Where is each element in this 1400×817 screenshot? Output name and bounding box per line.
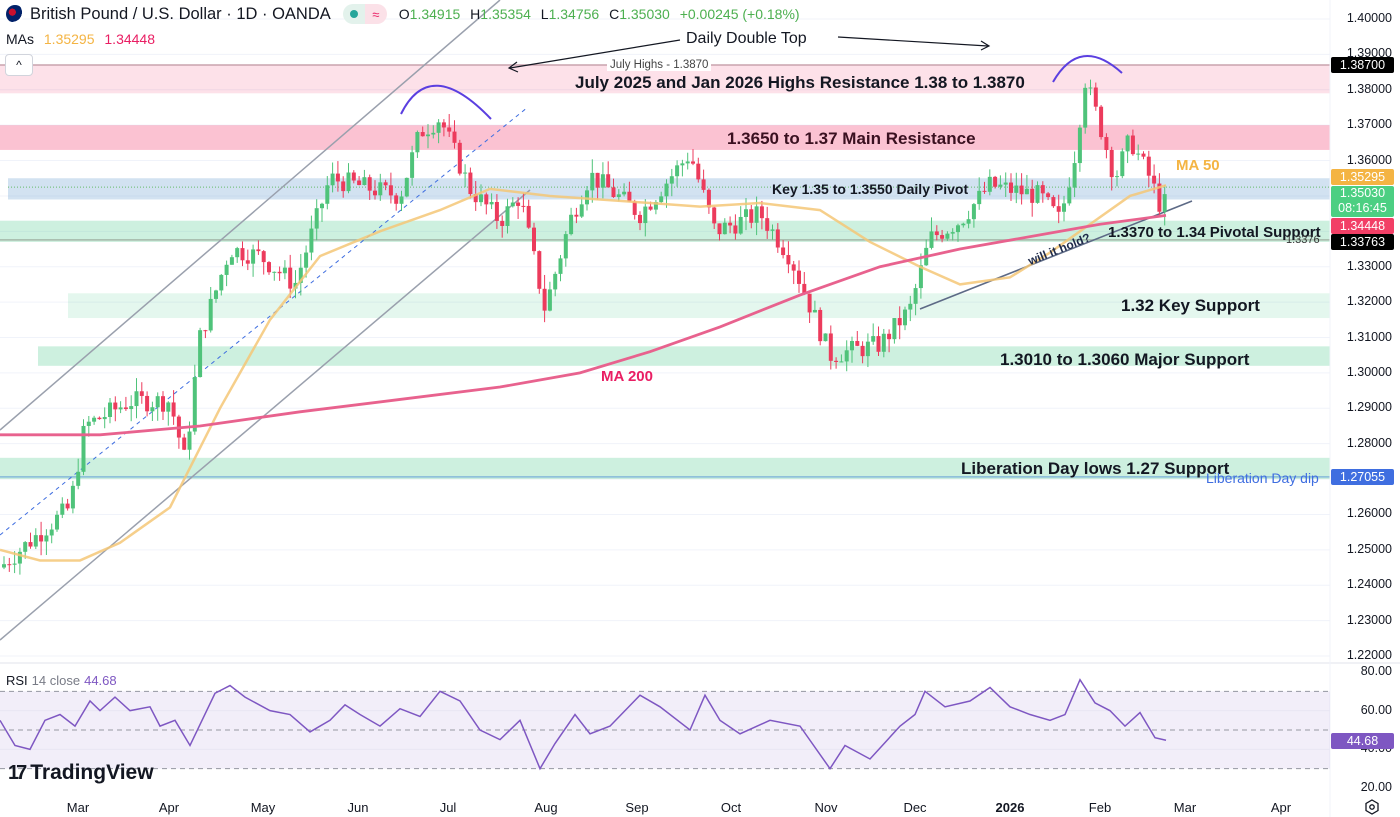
market-status-pill[interactable]: ≈: [342, 4, 387, 24]
rsi-tick: 60.00: [1360, 702, 1392, 717]
mas-label: MAs: [6, 31, 34, 47]
annotation-key-support[interactable]: 1.32 Key Support: [1121, 296, 1260, 315]
time-tick: May: [250, 800, 276, 815]
rsi-params: 14 close: [31, 673, 81, 688]
price-tick: 1.38000: [1346, 81, 1392, 96]
price-tick: 1.39000: [1346, 46, 1392, 61]
ma-legend[interactable]: MAs 1.35295 1.34448: [6, 31, 155, 47]
tradingview-logo[interactable]: 17 TradingView: [8, 761, 154, 785]
time-tick: Feb: [1088, 800, 1112, 815]
time-tick: Jul: [439, 800, 457, 815]
time-tick: Dec: [903, 800, 927, 815]
high-label: H: [470, 6, 481, 22]
rsi-tick: 20.00: [1360, 779, 1392, 794]
high-value: 1.35354: [480, 6, 531, 22]
price-tick: 1.31000: [1346, 329, 1392, 344]
annotation-major-support[interactable]: 1.3010 to 1.3060 Major Support: [1000, 350, 1250, 369]
close-label: C: [609, 6, 620, 22]
bar-countdown: 08:16:45: [1338, 201, 1387, 215]
price-tick: 1.24000: [1346, 577, 1392, 592]
time-tick: Apr: [158, 800, 180, 815]
annotation-july-highs[interactable]: July Highs - 1.3870: [607, 59, 712, 71]
time-tick: Apr: [1270, 800, 1292, 815]
logo-text: TradingView: [30, 761, 154, 784]
market-open-dot-icon: [342, 4, 365, 24]
rsi-tick: 80.00: [1360, 664, 1392, 678]
time-tick: Nov: [814, 800, 838, 815]
annotation-level-13376: 1.3376: [1286, 234, 1320, 246]
zone-support: [0, 457, 1330, 480]
open-value: 1.34915: [409, 6, 461, 22]
price-tick: 1.29000: [1346, 400, 1392, 415]
rsi-label: RSI: [6, 673, 28, 688]
price-tag-last: 1.35030 08:16:45: [1331, 186, 1394, 217]
price-tag-13870: 1.38700: [1331, 57, 1394, 73]
zone-support: [38, 346, 1330, 366]
price-tick: 1.22000: [1346, 648, 1392, 662]
time-tick: Sep: [625, 800, 649, 815]
time-tick: Mar: [1173, 800, 1197, 815]
zone-support: [68, 293, 1330, 319]
price-tag-libday: 1.27055: [1331, 469, 1394, 485]
chevron-up-icon: ^: [16, 58, 22, 72]
annotation-daily-double-top[interactable]: Daily Double Top: [686, 30, 807, 47]
settings-gear-icon[interactable]: [1364, 799, 1380, 815]
low-value: 1.34756: [548, 6, 600, 22]
price-tag-ma50: 1.35295: [1331, 169, 1394, 185]
open-label: O: [398, 6, 410, 22]
zone-resistance: [0, 125, 1330, 150]
ohlc-values: O1.34915 H1.35354 L1.34756 C1.35030 +0.0…: [399, 6, 806, 22]
annotation-liberation-dip[interactable]: Liberation Day dip: [1206, 470, 1319, 486]
rsi-value-tag: 44.68: [1331, 733, 1394, 749]
zone-support: [0, 220, 1330, 242]
close-value: 1.35030: [619, 6, 670, 22]
rsi-legend[interactable]: RSI 14 close 44.68: [6, 673, 117, 688]
annotation-resistance-top[interactable]: July 2025 and Jan 2026 Highs Resistance …: [575, 73, 1025, 92]
annotation-liberation-support[interactable]: Liberation Day lows 1.27 Support: [961, 459, 1230, 478]
low-label: L: [540, 6, 549, 22]
time-tick: 2026: [995, 800, 1025, 815]
time-tick: Mar: [66, 800, 90, 815]
price-tick: 1.37000: [1346, 117, 1392, 132]
ma50-value: 1.35295: [43, 31, 95, 47]
time-tick: Aug: [534, 800, 558, 815]
annotation-pivotal-support[interactable]: 1.3370 to 1.34 Pivotal Support: [1108, 224, 1321, 241]
collapse-legend-button[interactable]: ^: [5, 54, 33, 76]
price-tick: 1.32000: [1346, 294, 1392, 309]
symbol-header: British Pound / U.S. Dollar · 1D · OANDA…: [6, 4, 806, 24]
change-value: +0.00245 (+0.18%): [679, 6, 800, 22]
price-tick: 1.28000: [1346, 435, 1392, 450]
price-tick: 1.30000: [1346, 364, 1392, 379]
tradingview-mark-icon: 17: [8, 761, 27, 784]
price-tick: 1.23000: [1346, 612, 1392, 627]
last-price: 1.35030: [1339, 186, 1386, 200]
price-tag-ma200: 1.34448: [1331, 218, 1394, 234]
zone-pivot: [8, 178, 1330, 200]
price-tick: 1.33000: [1346, 258, 1392, 273]
rsi-value: 44.68: [84, 673, 117, 688]
annotation-main-resistance[interactable]: 1.3650 to 1.37 Main Resistance: [727, 129, 976, 148]
price-tag-13376: 1.33763: [1331, 234, 1394, 250]
annotation-daily-pivot[interactable]: Key 1.35 to 1.3550 Daily Pivot: [772, 181, 969, 197]
price-tick: 1.26000: [1346, 506, 1392, 521]
ma200-value: 1.34448: [104, 31, 155, 47]
time-tick: Oct: [720, 800, 742, 815]
price-tick: 1.36000: [1346, 152, 1392, 167]
annotation-ma50[interactable]: MA 50: [1176, 157, 1220, 174]
price-tick: 1.25000: [1346, 541, 1392, 556]
price-tick: 1.40000: [1346, 11, 1392, 25]
time-tick: Jun: [347, 800, 369, 815]
gbp-usd-flag-icon: [6, 5, 24, 23]
wave-icon: ≈: [364, 4, 387, 24]
symbol-title[interactable]: British Pound / U.S. Dollar · 1D · OANDA: [30, 4, 331, 23]
annotation-ma200[interactable]: MA 200: [601, 368, 653, 385]
